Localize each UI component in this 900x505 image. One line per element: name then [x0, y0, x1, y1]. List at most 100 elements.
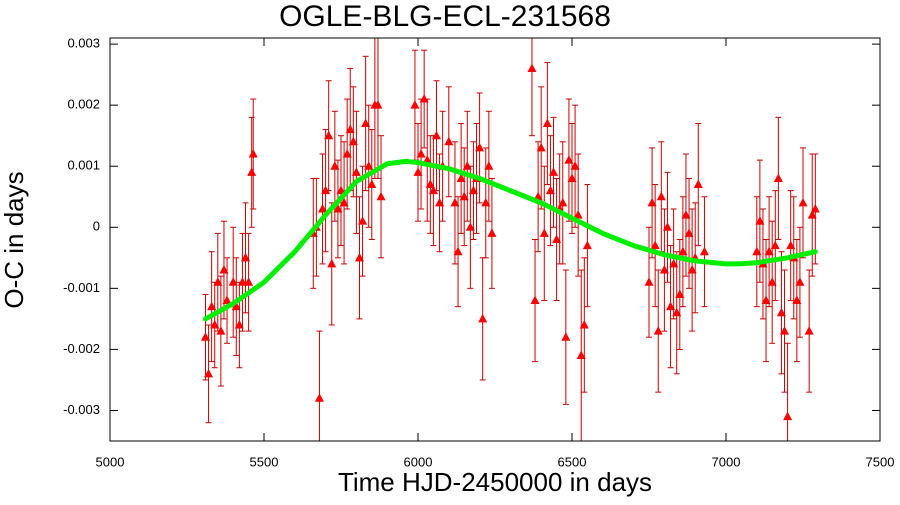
data-point — [413, 167, 423, 176]
y-axis-label: O-C in days — [0, 171, 29, 308]
data-point — [358, 216, 368, 225]
data-point — [795, 277, 805, 286]
data-point — [659, 265, 669, 274]
data-point — [570, 161, 580, 170]
data-point — [549, 167, 559, 176]
data-point — [786, 240, 796, 250]
data-point — [662, 222, 672, 231]
data-point — [792, 295, 802, 305]
data-point — [428, 185, 438, 195]
data-point — [552, 234, 562, 243]
data-point — [210, 319, 220, 329]
y-tick-label: -0.002 — [63, 341, 100, 356]
data-point — [459, 191, 469, 201]
data-point — [687, 265, 697, 274]
data-point — [764, 246, 774, 256]
data-point — [539, 228, 549, 237]
y-tick-label: -0.001 — [63, 280, 100, 295]
y-tick-label: 0.002 — [67, 97, 100, 112]
data-point — [204, 368, 214, 378]
data-point — [807, 210, 817, 219]
data-point — [545, 185, 555, 195]
data-point — [484, 161, 494, 170]
x-tick-label: 5500 — [250, 454, 279, 469]
data-point — [487, 228, 497, 237]
data-point — [342, 149, 352, 158]
data-point — [410, 100, 420, 109]
data-point — [761, 295, 771, 305]
x-axis-label: Time HJD-2450000 in days — [338, 467, 652, 497]
data-point — [564, 155, 574, 164]
data-point — [222, 295, 232, 305]
data-point — [798, 197, 808, 207]
data-point — [324, 130, 334, 140]
data-point — [425, 179, 435, 189]
data-point — [536, 142, 546, 152]
data-point — [456, 173, 466, 182]
x-tick-label: 7500 — [866, 454, 895, 469]
data-point — [481, 197, 491, 207]
data-point — [373, 100, 383, 109]
data-point — [345, 124, 355, 134]
data-point — [416, 149, 426, 158]
data-point — [376, 191, 386, 201]
data-point — [247, 167, 257, 176]
data-point — [783, 411, 793, 421]
data-point — [444, 136, 454, 146]
data-point — [478, 313, 488, 323]
y-tick-label: 0 — [93, 219, 100, 234]
x-tick-label: 7000 — [712, 454, 741, 469]
data-point — [339, 197, 349, 207]
data-point — [453, 246, 463, 256]
data-point — [237, 277, 247, 286]
data-point — [216, 326, 226, 335]
data-point — [234, 319, 244, 329]
data-point — [669, 258, 679, 268]
x-tick-label: 6500 — [558, 454, 587, 469]
data-point — [650, 240, 660, 250]
data-point — [579, 319, 589, 329]
data-point — [653, 326, 663, 335]
data-point — [330, 161, 340, 170]
plot-area — [200, 38, 820, 441]
data-point — [419, 94, 429, 103]
data-point — [527, 63, 537, 73]
data-point — [462, 161, 472, 170]
data-point — [810, 203, 820, 213]
data-point — [770, 240, 780, 250]
data-point — [804, 326, 814, 335]
data-point — [699, 246, 709, 256]
data-point — [666, 301, 676, 311]
data-point — [542, 118, 552, 127]
y-tick-label: 0.001 — [67, 158, 100, 173]
data-point — [244, 277, 254, 286]
data-point — [367, 179, 377, 189]
data-point — [582, 240, 592, 250]
y-tick-label: -0.003 — [63, 402, 100, 417]
data-point — [361, 118, 371, 127]
x-tick-label: 5000 — [96, 454, 125, 469]
data-point — [475, 142, 485, 152]
data-point — [681, 210, 691, 219]
data-point — [530, 295, 540, 305]
data-point — [675, 289, 685, 298]
data-point — [776, 307, 786, 317]
data-point — [684, 228, 694, 237]
data-point — [248, 149, 258, 158]
data-point — [213, 277, 223, 286]
data-point — [573, 210, 583, 219]
data-point — [644, 277, 654, 286]
data-point — [773, 173, 783, 182]
data-point — [576, 350, 586, 360]
data-point — [364, 161, 374, 170]
data-point — [767, 277, 777, 286]
data-point — [318, 203, 328, 213]
fit-line — [202, 158, 818, 322]
data-point — [321, 185, 331, 195]
chart-title: OGLE-BLG-ECL-231568 — [279, 0, 611, 33]
data-point — [219, 265, 229, 274]
data-point — [314, 393, 324, 402]
data-point — [327, 258, 337, 268]
data-point — [450, 197, 460, 207]
